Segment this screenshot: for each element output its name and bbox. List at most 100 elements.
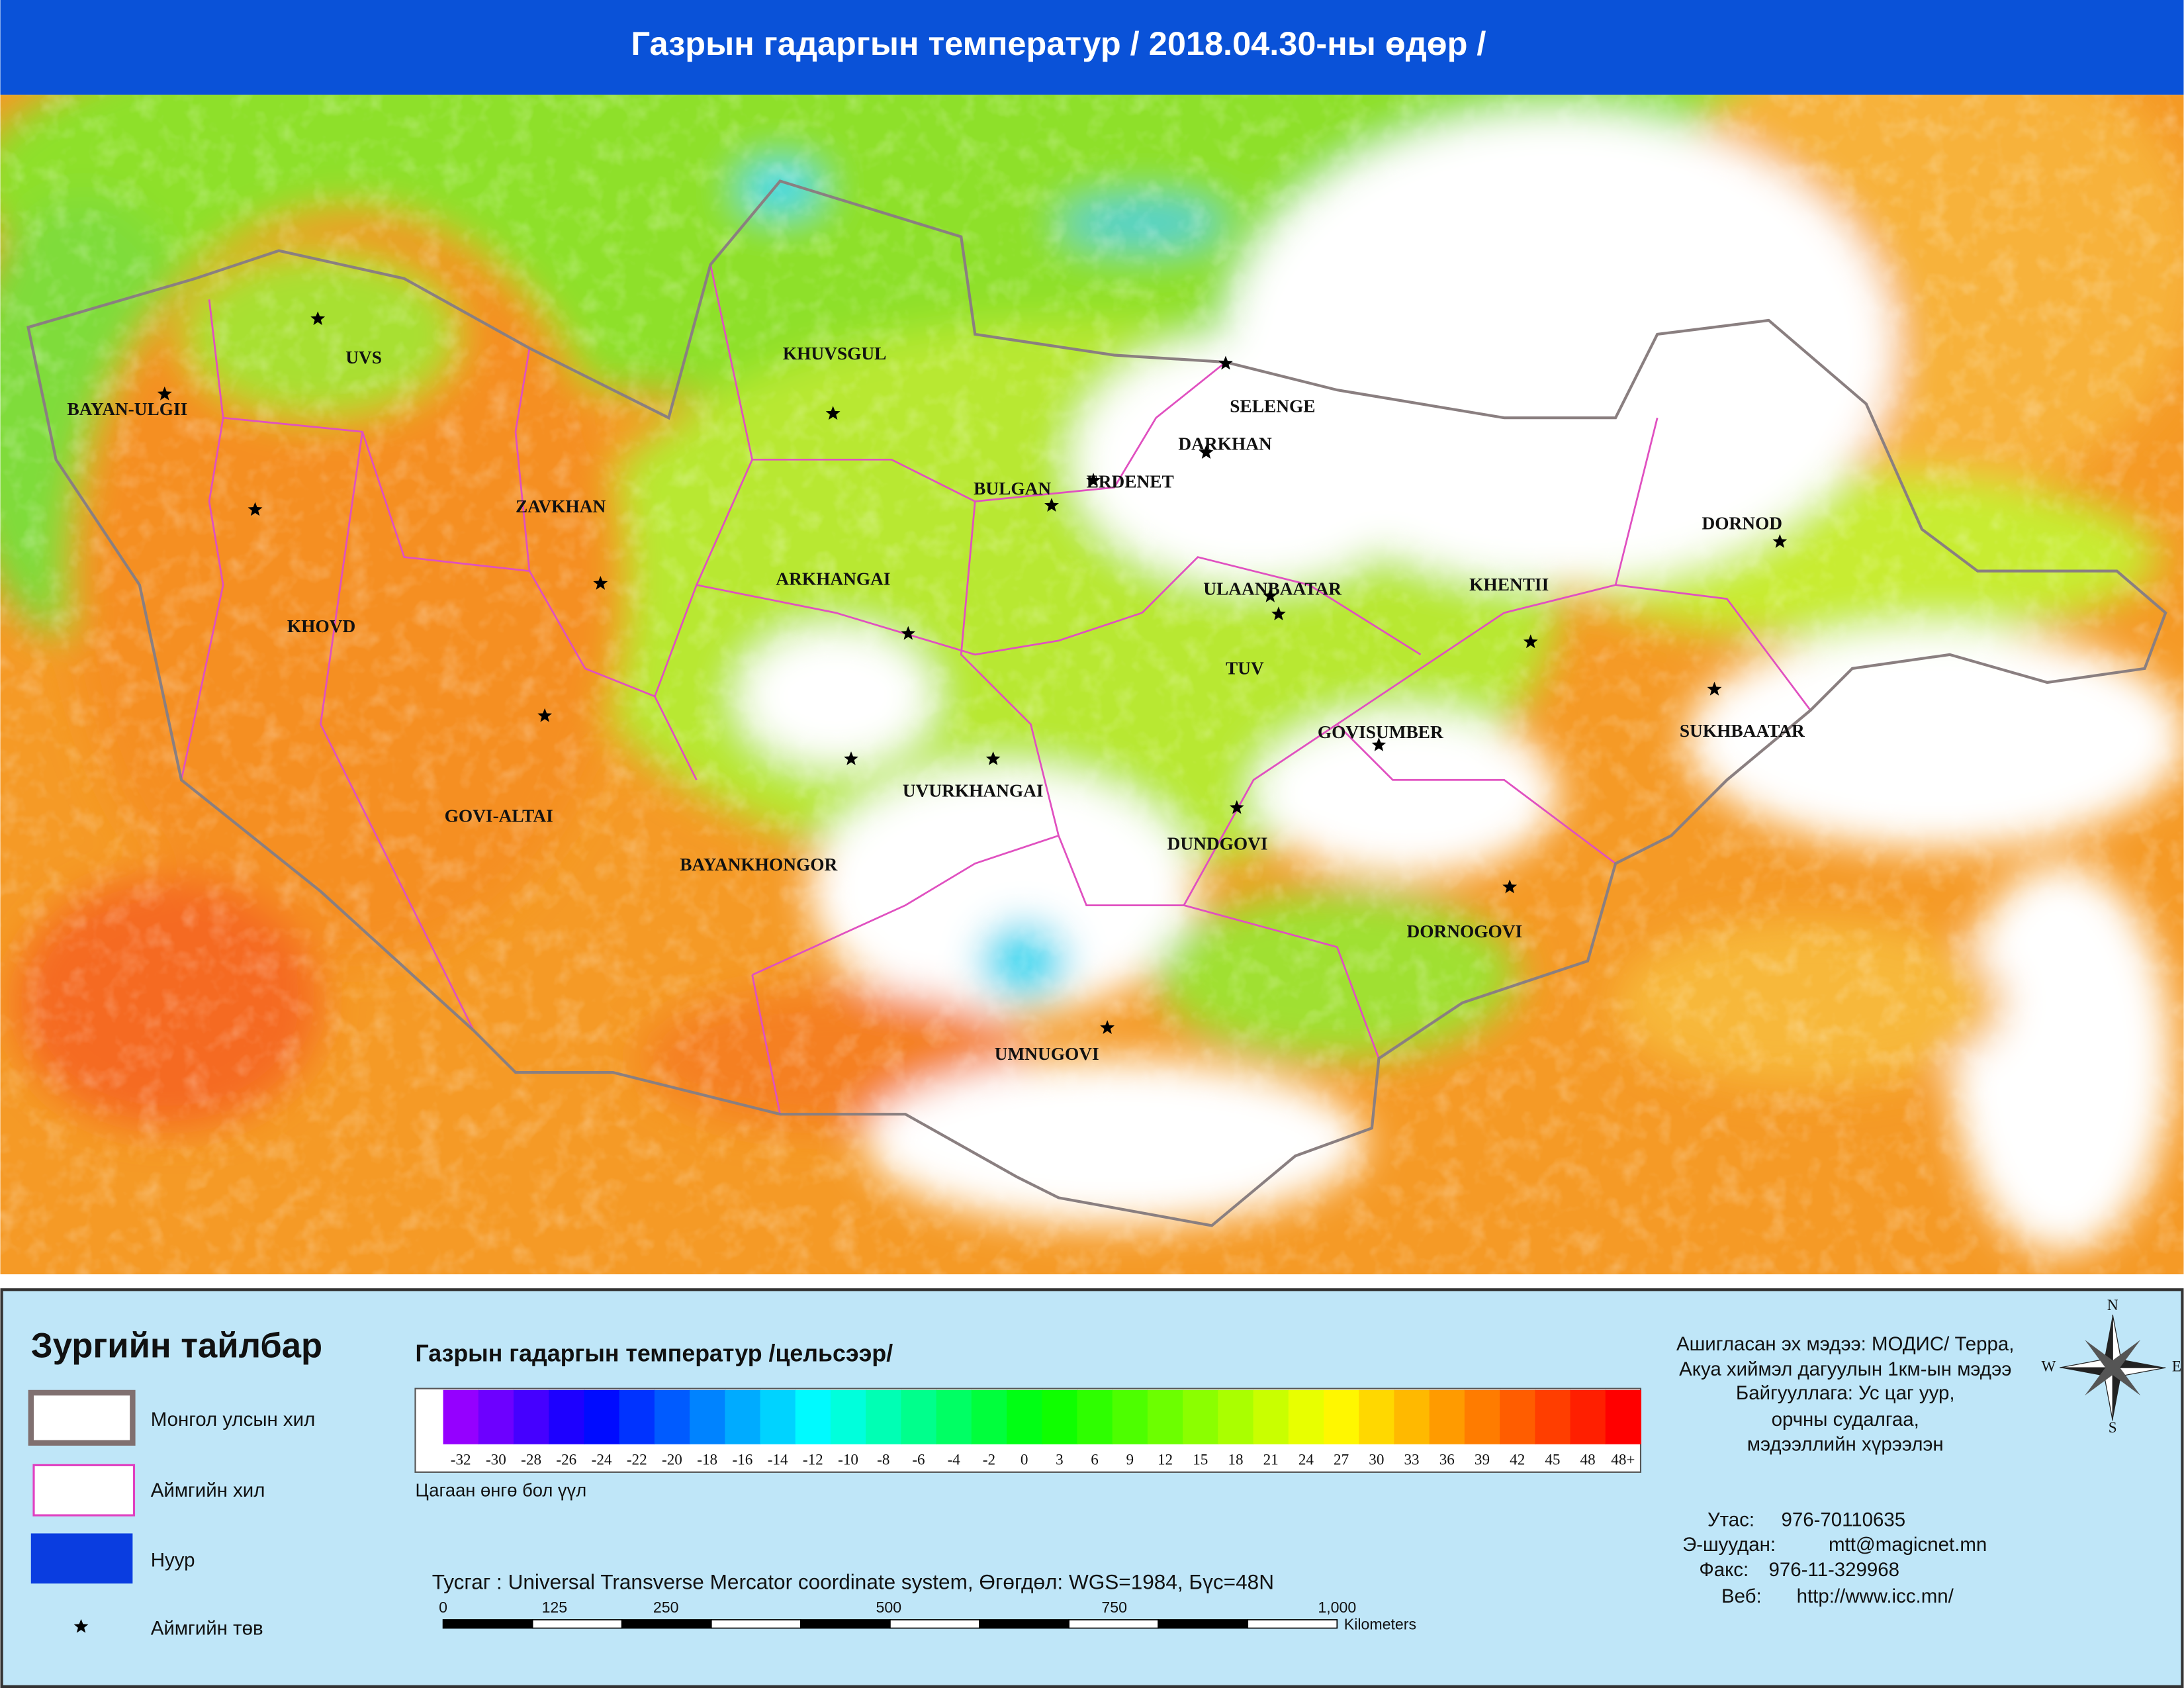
scale-cell — [971, 1389, 1008, 1444]
scale-label: -14 — [768, 1451, 788, 1468]
scale-cell — [866, 1389, 902, 1444]
province-center — [248, 502, 263, 516]
province-label: UMNUGOVI — [995, 1044, 1099, 1064]
scale-cell — [1253, 1389, 1289, 1444]
scale-label: -28 — [521, 1451, 541, 1468]
province-center — [537, 708, 553, 722]
province-center — [1502, 879, 1518, 894]
scale-label: 15 — [1193, 1451, 1208, 1468]
province-center — [844, 751, 858, 765]
province-center — [1199, 445, 1214, 459]
compass-n: N — [2107, 1297, 2118, 1314]
scale-label: 0 — [1021, 1451, 1028, 1468]
legend-label: Аймгийн хил — [151, 1479, 265, 1501]
temperature-map — [0, 95, 2184, 1275]
scale-cell — [1429, 1389, 1465, 1444]
title: Газрын гадаргын температур / 2018.04.30-… — [631, 24, 1486, 62]
scale-cell — [1324, 1389, 1360, 1444]
scale-bar-segment — [1068, 1619, 1159, 1629]
scale-cell — [795, 1389, 832, 1444]
province-label: BAYAN-ULGII — [67, 399, 187, 419]
scale-label: 3 — [1056, 1451, 1064, 1468]
province-border-swatch — [32, 1464, 136, 1517]
contact-value: mtt@magicnet.mn — [1829, 1534, 1987, 1556]
province-label: ARKHANGAI — [776, 569, 890, 589]
province-center — [1229, 800, 1244, 814]
scale-bar-segment — [800, 1619, 891, 1629]
scale-cell — [1394, 1389, 1430, 1444]
scale-label: -20 — [662, 1451, 682, 1468]
scale-label: 36 — [1439, 1451, 1455, 1468]
scale-cell — [760, 1389, 796, 1444]
scale-bar-segment — [1158, 1619, 1249, 1629]
scale-cell — [1112, 1389, 1148, 1444]
province-center — [825, 406, 841, 420]
scale-title: Газрын гадаргын температур /цельсээр/ — [415, 1340, 893, 1367]
province-center — [1086, 473, 1101, 487]
scale-label: 42 — [1510, 1451, 1525, 1468]
province-label: GOVI-ALTAI — [445, 806, 553, 825]
scale-label: -10 — [838, 1451, 858, 1468]
scale-label: -30 — [486, 1451, 506, 1468]
scale-cell — [936, 1389, 972, 1444]
scale-bar-label: 500 — [876, 1599, 902, 1616]
scale-cell — [690, 1389, 726, 1444]
compass-e: E — [2172, 1358, 2181, 1375]
province-center — [593, 575, 608, 590]
province-label: KHOVD — [287, 616, 355, 636]
province-center — [1100, 1020, 1115, 1034]
province-label: KHENTII — [1469, 575, 1549, 594]
province-center — [1371, 737, 1387, 751]
province-label: TUV — [1226, 658, 1264, 678]
country-border-swatch — [28, 1389, 136, 1446]
legend-label: Монгол улсын хил — [151, 1409, 316, 1430]
province-center — [1044, 498, 1059, 512]
contact-value: http://www.icc.mn/ — [1797, 1585, 1954, 1607]
scale-cell — [584, 1389, 620, 1444]
province-center — [985, 751, 1001, 765]
scale-cell — [443, 1389, 479, 1444]
province-center — [1263, 588, 1278, 602]
scale-label: 21 — [1263, 1451, 1279, 1468]
scale-label: 48 — [1580, 1451, 1596, 1468]
province-label: DARKHAN — [1178, 434, 1272, 454]
scale-label: 6 — [1091, 1451, 1099, 1468]
scale-cell — [654, 1389, 691, 1444]
province-label: GOVISUMBER — [1318, 722, 1443, 742]
source-line: Байгууллага: Ус цаг уур, — [1736, 1382, 1955, 1404]
province-label: SELENGE — [1230, 397, 1315, 416]
scale-label: -8 — [877, 1451, 889, 1468]
source-line: мэдээллийн хүрээлэн — [1747, 1434, 1944, 1456]
scale-cell — [1077, 1389, 1113, 1444]
scale-bar-segment — [621, 1619, 712, 1629]
header-bar — [0, 0, 2184, 95]
source-line: Ашигласан эх мэдээ: МОДИС/ Терра, — [1676, 1333, 2014, 1355]
scale-cell — [1359, 1389, 1395, 1444]
scale-label: 24 — [1298, 1451, 1314, 1468]
scale-label: 12 — [1158, 1451, 1173, 1468]
scale-label: -26 — [556, 1451, 576, 1468]
province-labels: BAYAN-ULGII UVS KHUVSGUL SELENGE DARKHAN BULG… — [67, 311, 1805, 1064]
province-center — [1523, 634, 1538, 649]
scale-label: -16 — [732, 1451, 752, 1468]
scale-cell — [1218, 1389, 1254, 1444]
compass-s: S — [2109, 1419, 2117, 1436]
legend-label: Нуур — [151, 1549, 195, 1571]
province-label: ZAVKHAN — [516, 496, 606, 516]
projection: Тусгаг : Universal Transverse Mercator c… — [432, 1570, 1274, 1594]
scale-bar-segment — [889, 1619, 980, 1629]
scale-cell — [1007, 1389, 1043, 1444]
temperature-scale: -32 -30 -28 -26 -24 -22 -20 -18 -16 -14 -12 -10 -8 -6… — [443, 1389, 1642, 1468]
scale-cell — [1500, 1389, 1536, 1444]
scale-bar-segment — [442, 1619, 533, 1629]
scale-cell — [619, 1389, 655, 1444]
scale-label: 48+ — [1611, 1451, 1635, 1468]
province-center — [157, 386, 172, 400]
scale-bar-segment — [979, 1619, 1069, 1629]
contact-value: 976-70110635 — [1781, 1509, 1905, 1530]
scale-bar-label: 125 — [542, 1599, 568, 1616]
scale-label: 27 — [1334, 1451, 1349, 1468]
province-label: SUKHBAATAR — [1680, 721, 1805, 741]
